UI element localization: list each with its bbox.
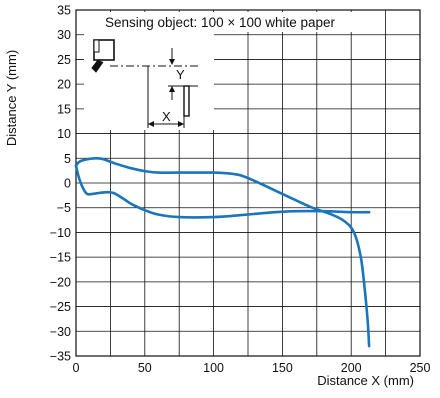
x-arrowhead-right	[178, 121, 184, 127]
inset-x-label: X	[162, 109, 171, 124]
y-tick-label: 35	[57, 4, 71, 18]
series-line-1	[74, 156, 371, 348]
y-arrowhead-up	[169, 86, 175, 92]
y-tick-label: 15	[57, 102, 71, 116]
x-tick-label: 100	[203, 361, 224, 375]
y-arrowhead-down	[169, 59, 175, 65]
y-tick-label: 30	[57, 28, 71, 42]
sensing-object-annotation: Sensing object: 100 × 100 white paper	[105, 15, 336, 30]
y-tick-label: 25	[57, 53, 71, 67]
y-tick-label: −35	[50, 350, 71, 364]
y-tick-label: 10	[57, 127, 71, 141]
sensor-icon	[91, 39, 115, 73]
x-tick-label: 250	[410, 361, 431, 375]
y-tick-label: 0	[64, 177, 71, 191]
y-tick-label: −30	[50, 325, 71, 339]
plot-frame	[75, 9, 421, 357]
y-tick-label: 5	[64, 152, 71, 166]
series-line-2	[74, 164, 371, 219]
y-tick-label: −20	[50, 275, 71, 289]
y-tick-label: −25	[50, 300, 71, 314]
x-tick-label: 200	[341, 361, 362, 375]
y-tick-label: −5	[57, 201, 71, 215]
x-tick-label: 50	[138, 361, 152, 375]
sensor-diagram-inset: Y X	[84, 26, 214, 130]
x-tick-label: 150	[272, 361, 293, 375]
series-lines	[74, 156, 371, 348]
y-axis-title: Distance Y (mm)	[4, 50, 19, 146]
y-tick-label: 20	[57, 78, 71, 92]
x-tick-label: 0	[73, 361, 80, 375]
y-tick-label: −10	[50, 226, 71, 240]
y-tick-label: −15	[50, 251, 71, 265]
x-arrowhead-left	[148, 121, 154, 127]
x-axis-title: Distance X (mm)	[317, 373, 414, 388]
inset-y-label: Y	[176, 67, 185, 82]
annotation-background	[98, 12, 370, 32]
sensing-object	[183, 85, 190, 117]
